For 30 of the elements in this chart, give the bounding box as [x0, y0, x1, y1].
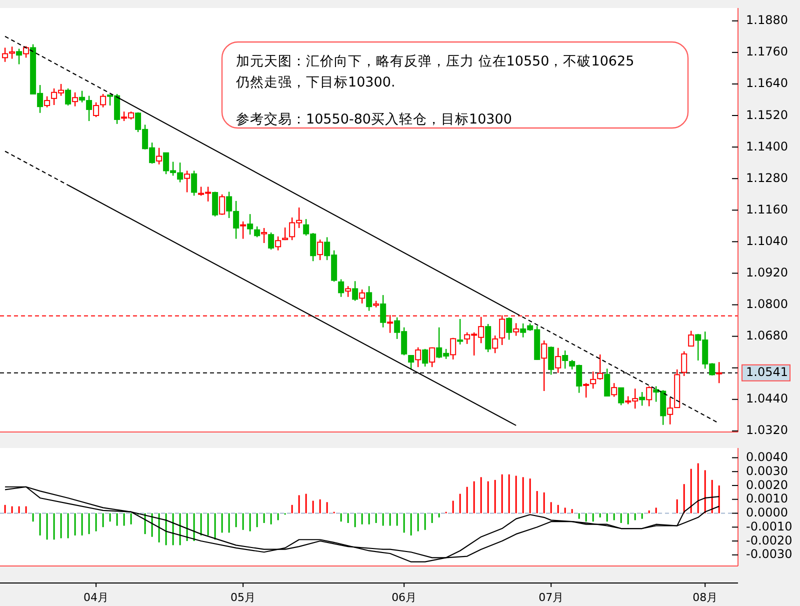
y-tick-label: 1.1280 [746, 170, 788, 185]
annotation: 加元天图：汇价向下，略有反弹，压力 位在10550，不破10625 [236, 54, 634, 70]
y-tick-label: 1.1640 [746, 76, 788, 90]
y-tick-label: 0.0040 [746, 450, 788, 464]
x-tick-label: 08月 [692, 591, 718, 604]
y-tick-label: 0.0010 [746, 492, 788, 506]
y-tick-label: 1.0320 [746, 423, 788, 438]
y-tick-label: 1.0800 [746, 297, 788, 312]
y-tick-label: 0.0000 [746, 506, 788, 520]
y-tick-label: 1.1160 [746, 202, 788, 216]
x-tick-label: 05月 [230, 591, 256, 604]
x-tick-label: 07月 [538, 591, 564, 604]
y-tick-label: 1.1880 [746, 13, 788, 28]
y-tick-label: 0.0030 [746, 464, 788, 478]
x-tick-label: 06月 [392, 591, 417, 604]
annotation: 参考交易：10550-80买入轻仓，目标10300 [236, 112, 512, 128]
y-tick-label: 1.0680 [746, 328, 788, 343]
annotation: 仍然走强，下目标10300. [236, 74, 396, 91]
y-tick-label: -0.0020 [746, 533, 792, 548]
y-tick-label: 1.1760 [746, 44, 788, 59]
y-tick-label: 1.1520 [746, 108, 788, 122]
ref-label: 1.0541 [746, 365, 788, 380]
x-tick-label: 04月 [84, 591, 109, 604]
y-tick-label: 0.0020 [746, 478, 788, 492]
y-tick-label: -0.0010 [746, 519, 792, 534]
y-tick-label: 1.1400 [746, 139, 788, 154]
y-tick-label: 1.0440 [746, 392, 788, 406]
y-tick-label: 1.1040 [746, 234, 788, 248]
y-tick-label: 1.0920 [746, 266, 788, 280]
y-tick-label: -0.0030 [746, 547, 792, 562]
